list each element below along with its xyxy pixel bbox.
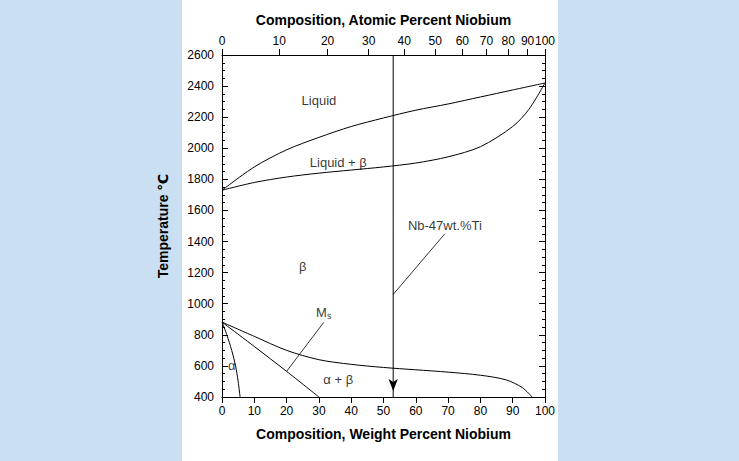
svg-text:Temperature ℃: Temperature ℃ bbox=[155, 174, 171, 279]
svg-text:0: 0 bbox=[219, 404, 226, 418]
svg-text:2200: 2200 bbox=[187, 110, 214, 124]
svg-text:70: 70 bbox=[441, 404, 455, 418]
svg-text:60: 60 bbox=[456, 34, 470, 48]
svg-text:1800: 1800 bbox=[187, 172, 214, 186]
svg-text:50: 50 bbox=[377, 404, 391, 418]
svg-text:s: s bbox=[327, 311, 332, 321]
svg-text:α: α bbox=[228, 358, 236, 373]
svg-text:2000: 2000 bbox=[187, 141, 214, 155]
svg-text:600: 600 bbox=[194, 359, 214, 373]
svg-text:α + β: α + β bbox=[323, 372, 353, 387]
svg-text:100: 100 bbox=[535, 404, 555, 418]
svg-text:Liquid + β: Liquid + β bbox=[310, 155, 367, 170]
svg-text:20: 20 bbox=[321, 34, 335, 48]
svg-text:80: 80 bbox=[501, 34, 515, 48]
svg-text:20: 20 bbox=[280, 404, 294, 418]
svg-text:100: 100 bbox=[535, 34, 555, 48]
svg-text:40: 40 bbox=[345, 404, 359, 418]
svg-text:β: β bbox=[299, 259, 306, 274]
svg-text:1000: 1000 bbox=[187, 297, 214, 311]
svg-text:1400: 1400 bbox=[187, 235, 214, 249]
svg-text:90: 90 bbox=[521, 34, 535, 48]
svg-text:80: 80 bbox=[474, 404, 488, 418]
svg-text:2400: 2400 bbox=[187, 79, 214, 93]
svg-text:1200: 1200 bbox=[187, 266, 214, 280]
svg-text:10: 10 bbox=[248, 404, 262, 418]
svg-text:2600: 2600 bbox=[187, 48, 214, 62]
svg-text:M: M bbox=[316, 305, 327, 320]
svg-text:90: 90 bbox=[506, 404, 520, 418]
svg-text:400: 400 bbox=[194, 390, 214, 404]
svg-text:30: 30 bbox=[362, 34, 376, 48]
svg-text:50: 50 bbox=[429, 34, 443, 48]
svg-text:Liquid: Liquid bbox=[302, 93, 337, 108]
svg-text:70: 70 bbox=[480, 34, 494, 48]
svg-text:0: 0 bbox=[219, 34, 226, 48]
svg-text:Composition, Weight Percent Ni: Composition, Weight Percent Niobium bbox=[256, 426, 511, 442]
svg-text:30: 30 bbox=[312, 404, 326, 418]
svg-text:800: 800 bbox=[194, 328, 214, 342]
svg-text:10: 10 bbox=[272, 34, 286, 48]
svg-text:40: 40 bbox=[397, 34, 411, 48]
svg-text:Nb-47wt.%Ti: Nb-47wt.%Ti bbox=[408, 218, 482, 233]
svg-text:1600: 1600 bbox=[187, 203, 214, 217]
svg-text:60: 60 bbox=[409, 404, 423, 418]
svg-text:Composition, Atomic Percent Ni: Composition, Atomic Percent Niobium bbox=[256, 12, 511, 28]
